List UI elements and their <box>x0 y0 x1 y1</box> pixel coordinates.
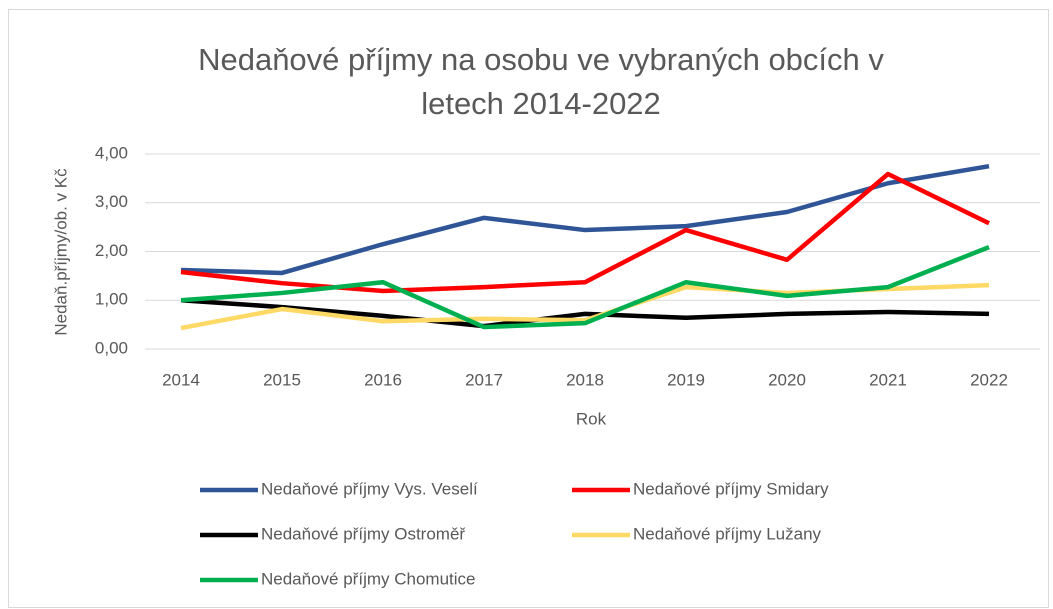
legend-label: Nedaňové příjmy Ostroměř <box>261 524 465 543</box>
legend-label: Nedaňové příjmy Vys. Veselí <box>261 479 478 498</box>
y-axis-label: Nedaň.příjmy/ob. v Kč <box>51 168 70 336</box>
x-tick-label: 2020 <box>768 370 806 389</box>
legend-label: Nedaňové příjmy Smidary <box>633 479 829 498</box>
y-tick-label: 4,00 <box>95 143 128 162</box>
chart-title: Nedaňové příjmy na osobu ve vybraných ob… <box>198 42 884 121</box>
x-tick-label: 2022 <box>970 370 1008 389</box>
x-axis-label: Rok <box>576 409 607 428</box>
x-tick-label: 2019 <box>667 370 705 389</box>
y-tick-label: 3,00 <box>95 192 128 211</box>
y-tick-label: 1,00 <box>95 290 128 309</box>
chart-border <box>8 9 1049 608</box>
legend-label: Nedaňové příjmy Lužany <box>633 524 822 543</box>
y-tick-label: 0,00 <box>95 338 128 357</box>
y-tick-label: 2,00 <box>95 241 128 260</box>
series-line <box>180 171 990 294</box>
series-line <box>180 245 990 330</box>
series-line <box>180 163 990 276</box>
x-tick-label: 2015 <box>263 370 301 389</box>
x-tick-label: 2017 <box>465 370 503 389</box>
x-tick-label: 2014 <box>162 370 200 389</box>
x-tick-label: 2021 <box>869 370 907 389</box>
x-tick-label: 2016 <box>364 370 402 389</box>
series-line <box>180 298 990 329</box>
legend-label: Nedaňové příjmy Chomutice <box>261 569 475 588</box>
x-tick-label: 2018 <box>566 370 604 389</box>
